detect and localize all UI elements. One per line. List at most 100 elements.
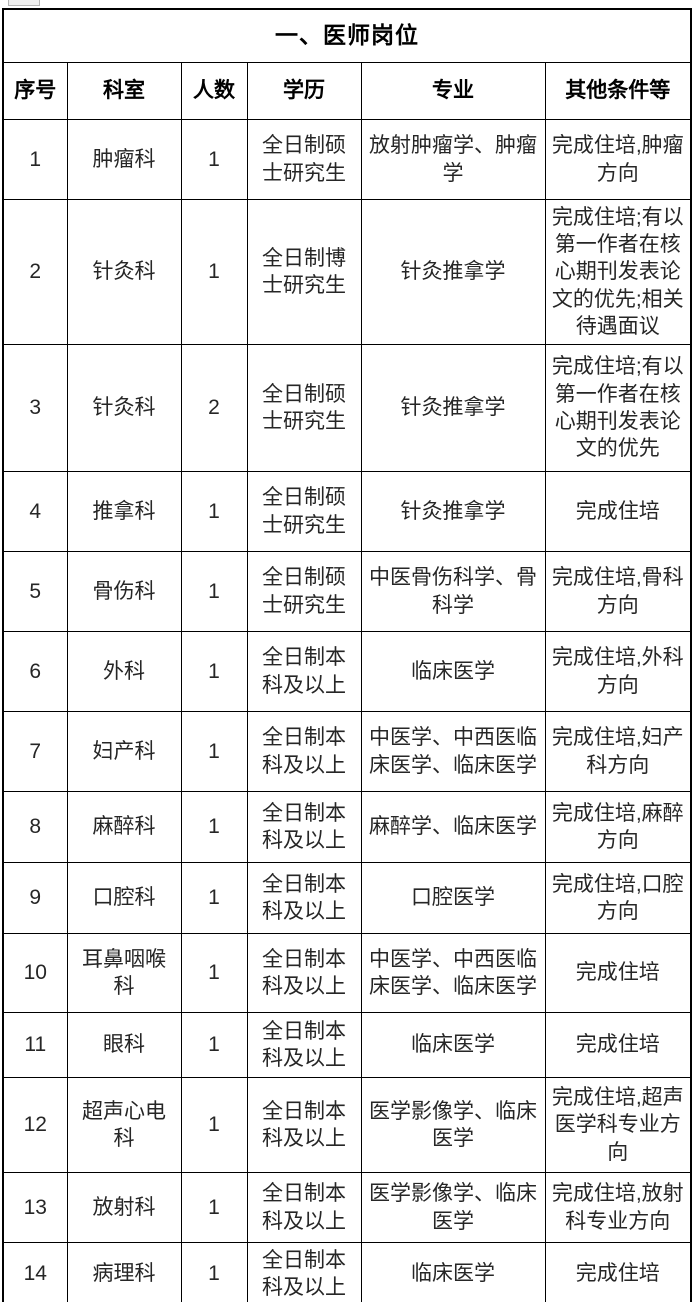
cell-count: 1 (180, 1012, 248, 1078)
cell-no: 7 (2, 711, 68, 792)
cell-major: 中医学、中西医临床医学、临床医学 (360, 933, 546, 1013)
cell-degree: 全日制本科及以上 (246, 1012, 362, 1078)
cell-dept: 妇产科 (66, 711, 182, 792)
cell-dept: 口腔科 (66, 862, 182, 934)
cell-count: 1 (180, 933, 248, 1013)
cell-major: 放射肿瘤学、肿瘤学 (360, 119, 546, 200)
cell-count: 1 (180, 631, 248, 712)
cell-no: 14 (2, 1242, 68, 1302)
cell-no: 5 (2, 551, 68, 632)
cell-degree: 全日制本科及以上 (246, 631, 362, 712)
cell-degree: 全日制硕士研究生 (246, 344, 362, 472)
table-title: 一、医师岗位 (2, 8, 692, 63)
cell-major: 中医学、中西医临床医学、临床医学 (360, 711, 546, 792)
cell-no: 9 (2, 862, 68, 934)
table-row: 8 麻醉科 1 全日制本科及以上 麻醉学、临床医学 完成住培,麻醉方向 (2, 791, 692, 863)
cell-no: 8 (2, 791, 68, 863)
cell-major: 中医骨伤科学、骨科学 (360, 551, 546, 632)
table-row: 11 眼科 1 全日制本科及以上 临床医学 完成住培 (2, 1012, 692, 1078)
cell-dept: 放射科 (66, 1172, 182, 1243)
table-row: 12 超声心电科 1 全日制本科及以上 医学影像学、临床医学 完成住培,超声医学科专业方向 (2, 1077, 692, 1173)
cell-major: 临床医学 (360, 1242, 546, 1302)
cell-dept: 针灸科 (66, 344, 182, 472)
cell-major: 针灸推拿学 (360, 344, 546, 472)
cell-no: 10 (2, 933, 68, 1013)
table-row: 9 口腔科 1 全日制本科及以上 口腔医学 完成住培,口腔方向 (2, 862, 692, 934)
table-row: 7 妇产科 1 全日制本科及以上 中医学、中西医临床医学、临床医学 完成住培,妇产科方向 (2, 711, 692, 792)
cell-count: 1 (180, 199, 248, 345)
col-header-other: 其他条件等 (544, 62, 692, 120)
cell-dept: 骨伤科 (66, 551, 182, 632)
cell-degree: 全日制本科及以上 (246, 1242, 362, 1302)
cell-dept: 肿瘤科 (66, 119, 182, 200)
table-row: 6 外科 1 全日制本科及以上 临床医学 完成住培,外科方向 (2, 631, 692, 712)
cell-dept: 外科 (66, 631, 182, 712)
cell-count: 1 (180, 1172, 248, 1243)
cell-degree: 全日制本科及以上 (246, 933, 362, 1013)
cell-count: 1 (180, 471, 248, 552)
cell-no: 12 (2, 1077, 68, 1173)
cell-other: 完成住培,外科方向 (544, 631, 692, 712)
cell-dept: 病理科 (66, 1242, 182, 1302)
table-row: 4 推拿科 1 全日制硕士研究生 针灸推拿学 完成住培 (2, 471, 692, 552)
cell-no: 2 (2, 199, 68, 345)
cell-no: 3 (2, 344, 68, 472)
cell-no: 4 (2, 471, 68, 552)
cell-count: 1 (180, 1077, 248, 1173)
cell-count: 1 (180, 791, 248, 863)
table-title-row: 一、医师岗位 (2, 8, 692, 63)
cell-count: 1 (180, 119, 248, 200)
cell-degree: 全日制本科及以上 (246, 862, 362, 934)
cell-no: 1 (2, 119, 68, 200)
cell-other: 完成住培,口腔方向 (544, 862, 692, 934)
table-row: 13 放射科 1 全日制本科及以上 医学影像学、临床医学 完成住培,放射科专业方向 (2, 1172, 692, 1243)
cell-dept: 麻醉科 (66, 791, 182, 863)
cell-degree: 全日制本科及以上 (246, 1172, 362, 1243)
table-row: 10 耳鼻咽喉科 1 全日制本科及以上 中医学、中西医临床医学、临床医学 完成住培 (2, 933, 692, 1013)
cell-degree: 全日制硕士研究生 (246, 119, 362, 200)
col-header-count: 人数 (180, 62, 248, 120)
cell-dept: 耳鼻咽喉科 (66, 933, 182, 1013)
cell-other: 完成住培,放射科专业方向 (544, 1172, 692, 1243)
table-row: 1 肿瘤科 1 全日制硕士研究生 放射肿瘤学、肿瘤学 完成住培,肿瘤方向 (2, 119, 692, 200)
cell-degree: 全日制博士研究生 (246, 199, 362, 345)
cell-other: 完成住培;有以第一作者在核心期刊发表论文的优先;相关待遇面议 (544, 199, 692, 345)
col-header-no: 序号 (2, 62, 68, 120)
page-edge-fragment (8, 0, 40, 6)
cell-count: 1 (180, 551, 248, 632)
cell-other: 完成住培 (544, 1012, 692, 1078)
cell-major: 临床医学 (360, 631, 546, 712)
cell-major: 针灸推拿学 (360, 471, 546, 552)
cell-other: 完成住培 (544, 1242, 692, 1302)
cell-major: 麻醉学、临床医学 (360, 791, 546, 863)
table-row: 5 骨伤科 1 全日制硕士研究生 中医骨伤科学、骨科学 完成住培,骨科方向 (2, 551, 692, 632)
cell-degree: 全日制硕士研究生 (246, 471, 362, 552)
cell-no: 13 (2, 1172, 68, 1243)
col-header-major: 专业 (360, 62, 546, 120)
cell-other: 完成住培 (544, 933, 692, 1013)
cell-no: 6 (2, 631, 68, 712)
table-row: 3 针灸科 2 全日制硕士研究生 针灸推拿学 完成住培;有以第一作者在核心期刊发表论文的优… (2, 344, 692, 472)
cell-other: 完成住培,妇产科方向 (544, 711, 692, 792)
physician-positions-table: 一、医师岗位 序号 科室 人数 学历 专业 其他条件等 1 肿瘤科 1 全日制硕士研究… (2, 8, 692, 1302)
cell-no: 11 (2, 1012, 68, 1078)
cell-degree: 全日制本科及以上 (246, 1077, 362, 1173)
cell-dept: 推拿科 (66, 471, 182, 552)
cell-dept: 针灸科 (66, 199, 182, 345)
cell-other: 完成住培,超声医学科专业方向 (544, 1077, 692, 1173)
table-row: 14 病理科 1 全日制本科及以上 临床医学 完成住培 (2, 1242, 692, 1302)
table-body: 1 肿瘤科 1 全日制硕士研究生 放射肿瘤学、肿瘤学 完成住培,肿瘤方向 2 针灸科 1 全日制博… (2, 119, 692, 1302)
cell-major: 临床医学 (360, 1012, 546, 1078)
cell-degree: 全日制硕士研究生 (246, 551, 362, 632)
cell-count: 2 (180, 344, 248, 472)
cell-dept: 超声心电科 (66, 1077, 182, 1173)
cell-major: 针灸推拿学 (360, 199, 546, 345)
col-header-dept: 科室 (66, 62, 182, 120)
table-header-row: 序号 科室 人数 学历 专业 其他条件等 (2, 62, 692, 120)
cell-other: 完成住培,骨科方向 (544, 551, 692, 632)
cell-major: 医学影像学、临床医学 (360, 1077, 546, 1173)
cell-other: 完成住培 (544, 471, 692, 552)
cell-other: 完成住培;有以第一作者在核心期刊发表论文的优先 (544, 344, 692, 472)
cell-major: 口腔医学 (360, 862, 546, 934)
